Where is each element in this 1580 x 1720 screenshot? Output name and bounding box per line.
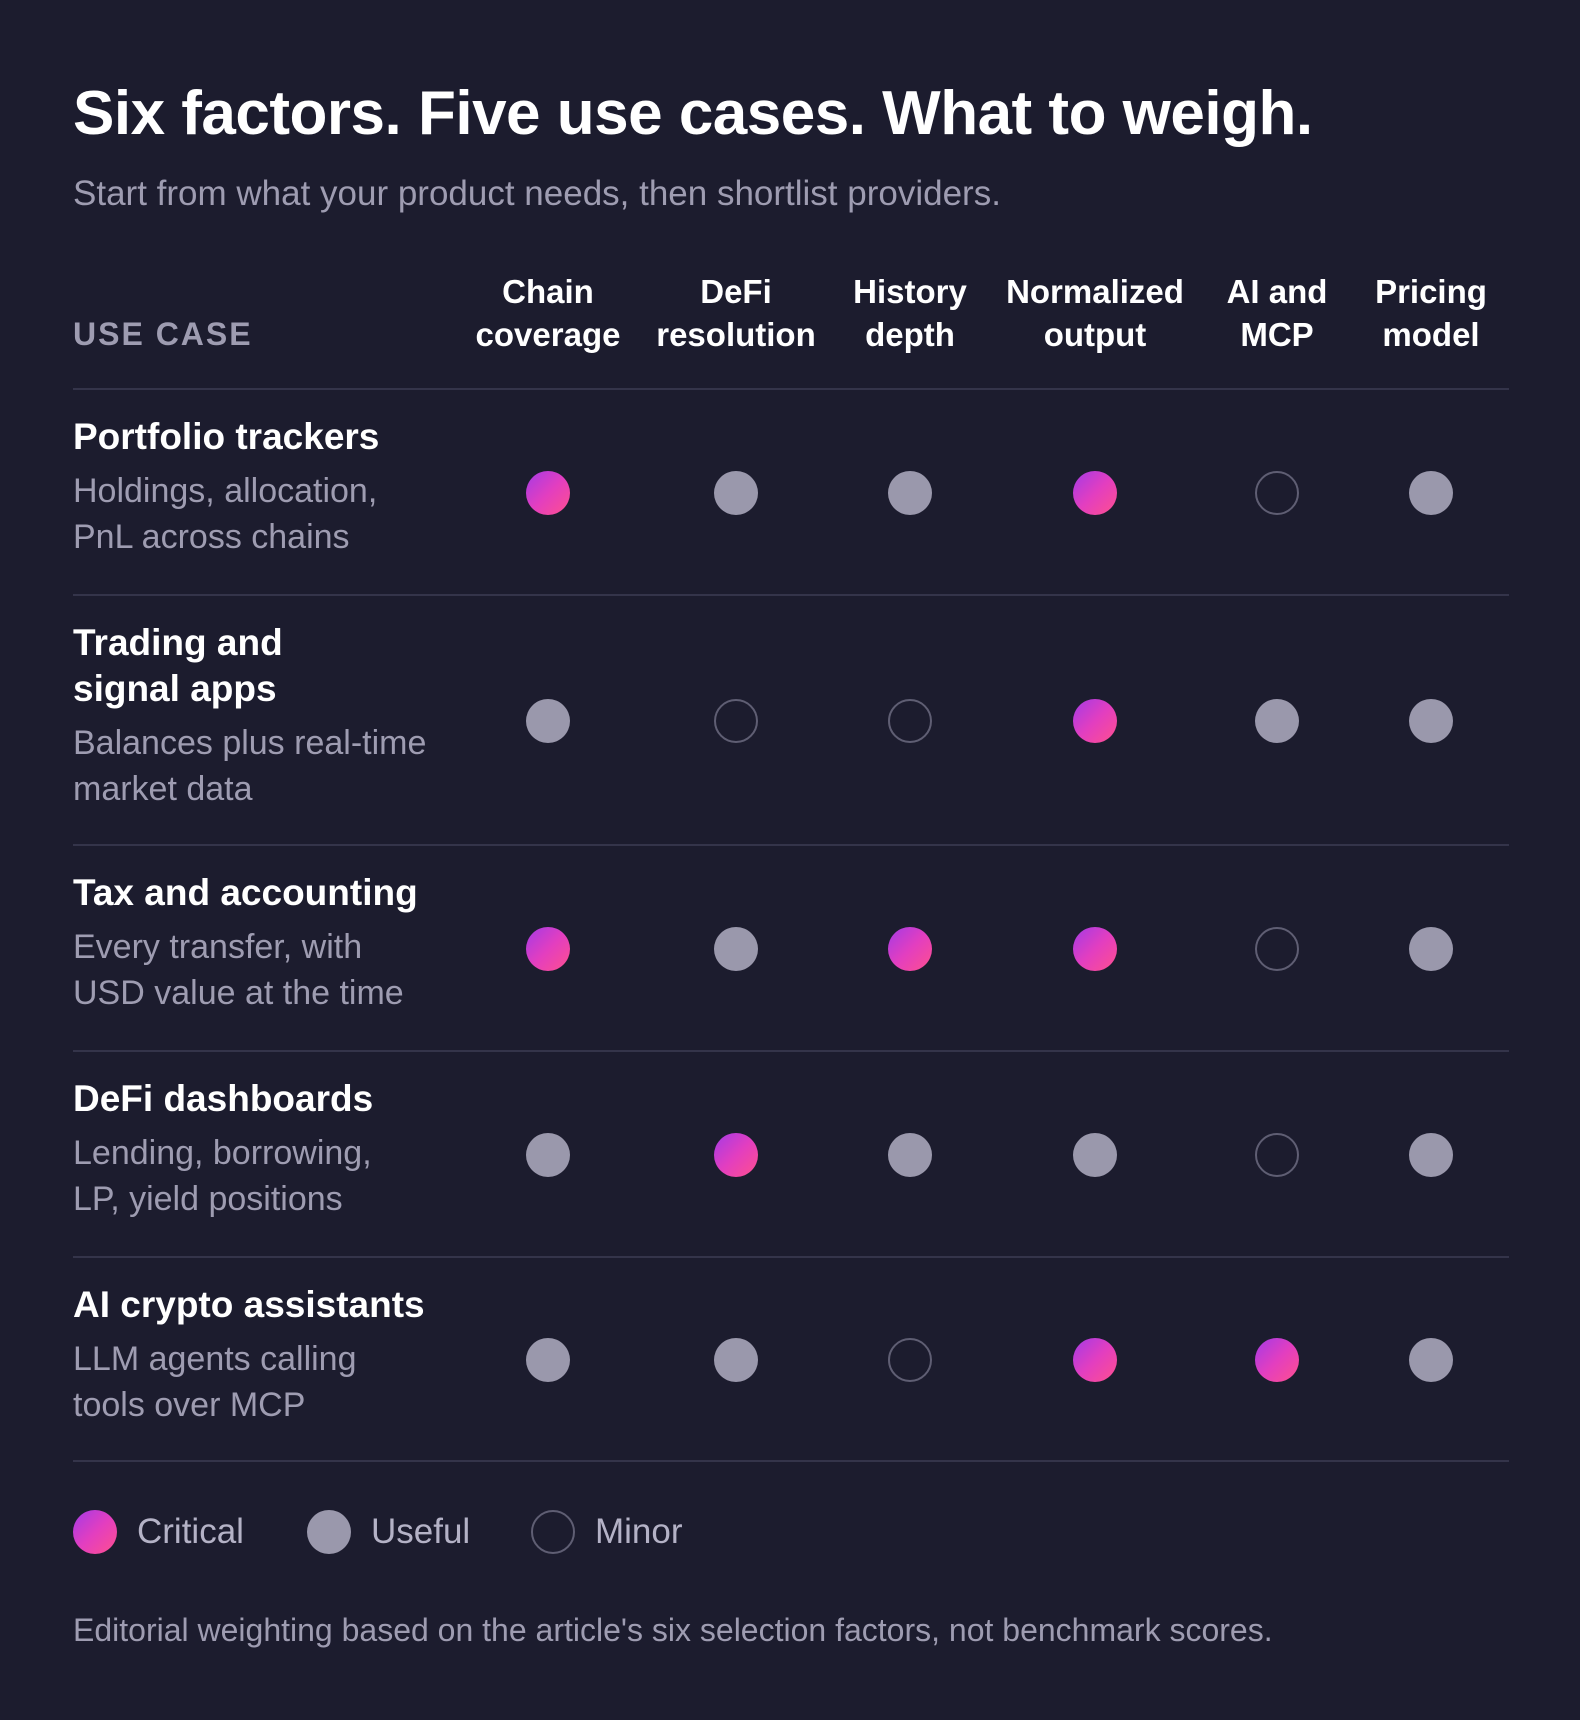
weight-dot-useful (888, 471, 932, 515)
text-line: Pricing (1375, 273, 1487, 310)
weight-dot-useful (714, 927, 758, 971)
weight-dot-critical (526, 927, 570, 971)
legend-swatch-critical (73, 1510, 117, 1554)
weight-dot-useful (1409, 1133, 1453, 1177)
legend-swatch-minor (531, 1510, 575, 1554)
use-case-description: Balances plus real-time market data (73, 720, 426, 812)
factor-header-defi-resolution: DeFi resolution (636, 270, 836, 356)
row-divider (73, 594, 1509, 596)
legend-label: Useful (371, 1512, 471, 1551)
weight-dot-critical (526, 471, 570, 515)
weight-dot-minor (1255, 471, 1299, 515)
weight-dot-useful (1409, 927, 1453, 971)
text-line: Balances plus real-time (73, 724, 427, 762)
weight-dot-useful (714, 471, 758, 515)
factor-header-chain-coverage: Chain coverage (448, 270, 648, 356)
text-line: LLM agents calling (73, 1340, 357, 1378)
row-divider (73, 1460, 1509, 1462)
text-line: AI crypto assistants (73, 1284, 425, 1325)
text-line: USD value at the time (73, 974, 404, 1012)
text-line: PnL across chains (73, 518, 350, 556)
text-line: Every transfer, with (73, 928, 363, 966)
text-line: Portfolio trackers (73, 416, 380, 457)
text-line: History (853, 273, 967, 310)
use-case-column-header: USE CASE (73, 316, 253, 352)
text-line: output (1043, 316, 1147, 353)
factor-header-history-depth: History depth (810, 270, 1010, 356)
use-case-title: Portfolio trackers (73, 414, 379, 460)
weight-dot-critical (714, 1133, 758, 1177)
weight-dot-minor (888, 699, 932, 743)
weight-dot-critical (1073, 1338, 1117, 1382)
weight-dot-critical (1255, 1338, 1299, 1382)
row-divider (73, 1050, 1509, 1052)
footnote: Editorial weighting based on the article… (73, 1612, 1273, 1648)
weight-dot-useful (1409, 699, 1453, 743)
weight-dot-critical (1073, 699, 1117, 743)
text-line: Chain (502, 273, 594, 310)
weight-dot-useful (714, 1338, 758, 1382)
text-line: resolution (656, 316, 816, 353)
legend-swatch-useful (307, 1510, 351, 1554)
weight-dot-minor (714, 699, 758, 743)
text-line: DeFi dashboards (73, 1078, 374, 1119)
text-line: Lending, borrowing, (73, 1134, 372, 1172)
weight-dot-useful (526, 699, 570, 743)
text-line: MCP (1240, 316, 1314, 353)
text-line: Trading and (73, 622, 283, 663)
use-case-title: Trading and signal apps (73, 620, 283, 712)
row-divider (73, 388, 1509, 390)
text-line: AI and (1226, 273, 1328, 310)
weight-dot-minor (1255, 927, 1299, 971)
text-line: coverage (475, 316, 621, 353)
use-case-title: DeFi dashboards (73, 1076, 373, 1122)
text-line: market data (73, 770, 253, 808)
weight-dot-useful (1073, 1133, 1117, 1177)
weight-dot-useful (526, 1338, 570, 1382)
use-case-description: Lending, borrowing, LP, yield positions (73, 1130, 372, 1222)
weight-dot-minor (888, 1338, 932, 1382)
use-case-description: Every transfer, with USD value at the tim… (73, 924, 404, 1016)
weight-dot-useful (1409, 1338, 1453, 1382)
use-case-description: LLM agents calling tools over MCP (73, 1336, 357, 1428)
text-line: depth (865, 316, 955, 353)
weight-dot-minor (1255, 1133, 1299, 1177)
row-divider (73, 1256, 1509, 1258)
text-line: Normalized (1006, 273, 1184, 310)
use-case-title: Tax and accounting (73, 870, 418, 916)
legend-label: Minor (595, 1512, 683, 1551)
weight-dot-useful (526, 1133, 570, 1177)
text-line: tools over MCP (73, 1386, 306, 1424)
page-title: Six factors. Five use cases. What to wei… (73, 79, 1313, 148)
factor-header-ai-and-mcp: AI and MCP (1177, 270, 1377, 356)
use-case-description: Holdings, allocation, PnL across chains (73, 468, 377, 560)
text-line: signal apps (73, 668, 277, 709)
weight-dot-critical (1073, 927, 1117, 971)
text-line: Holdings, allocation, (73, 472, 378, 510)
weight-dot-useful (888, 1133, 932, 1177)
weight-dot-useful (1409, 471, 1453, 515)
weight-dot-useful (1255, 699, 1299, 743)
weight-dot-critical (1073, 471, 1117, 515)
text-line: DeFi (700, 273, 772, 310)
weight-dot-critical (888, 927, 932, 971)
text-line: model (1382, 316, 1480, 353)
text-line: Tax and accounting (73, 872, 418, 913)
legend-label: Critical (137, 1512, 244, 1551)
row-divider (73, 844, 1509, 846)
text-line: LP, yield positions (73, 1180, 343, 1218)
factor-header-normalized-output: Normalized output (995, 270, 1195, 356)
use-case-title: AI crypto assistants (73, 1282, 425, 1328)
factor-header-pricing-model: Pricing model (1331, 270, 1531, 356)
page-subtitle: Start from what your product needs, then… (73, 174, 1001, 213)
